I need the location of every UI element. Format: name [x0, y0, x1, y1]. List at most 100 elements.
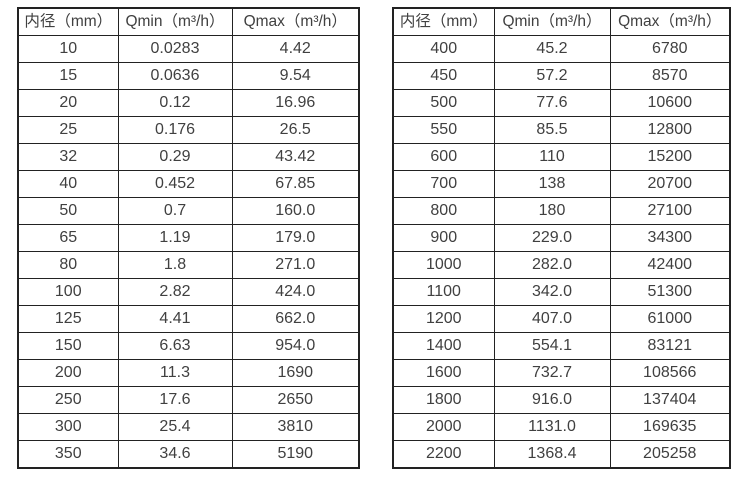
- qmax-cell: 205258: [609, 440, 731, 469]
- diameter-cell: 80: [17, 251, 119, 279]
- table-row: 125 4.41 662.0: [17, 305, 360, 333]
- table-row: 2200 1368.4 205258: [392, 440, 731, 469]
- table-row: 900 229.0 34300: [392, 224, 731, 252]
- qmax-cell: 271.0: [231, 251, 360, 279]
- diameter-cell: 20: [17, 89, 119, 117]
- table-row: 250 17.6 2650: [17, 386, 360, 414]
- table-row: 80 1.8 271.0: [17, 251, 360, 279]
- qmin-cell: 77.6: [493, 89, 611, 117]
- diameter-cell: 500: [392, 89, 495, 117]
- diameter-cell: 2200: [392, 440, 495, 469]
- qmin-cell: 180: [493, 197, 611, 225]
- flow-rate-tables-container: 内径（mm） Qmin（m³/h） Qmax（m³/h） 10 0.0283 4.42 1…: [17, 7, 731, 469]
- diameter-cell: 400: [392, 35, 495, 63]
- qmin-header: Qmin（m³/h）: [493, 7, 611, 36]
- qmin-cell: 110: [493, 143, 611, 171]
- qmax-cell: 8570: [609, 62, 731, 90]
- qmax-cell: 2650: [231, 386, 360, 414]
- diameter-cell: 1400: [392, 332, 495, 360]
- diameter-cell: 250: [17, 386, 119, 414]
- qmin-cell: 1.8: [117, 251, 233, 279]
- qmin-cell: 0.0283: [117, 35, 233, 63]
- diameter-cell: 350: [17, 440, 119, 469]
- diameter-cell: 100: [17, 278, 119, 306]
- table-row: 1000 282.0 42400: [392, 251, 731, 279]
- table-row: 65 1.19 179.0: [17, 224, 360, 252]
- qmin-header: Qmin（m³/h）: [117, 7, 233, 36]
- qmax-cell: 160.0: [231, 197, 360, 225]
- qmax-cell: 15200: [609, 143, 731, 171]
- table-row: 350 34.6 5190: [17, 440, 360, 469]
- qmax-cell: 26.5: [231, 116, 360, 144]
- diameter-cell: 50: [17, 197, 119, 225]
- diameter-cell: 40: [17, 170, 119, 198]
- qmin-cell: 0.452: [117, 170, 233, 198]
- qmax-cell: 424.0: [231, 278, 360, 306]
- qmin-cell: 57.2: [493, 62, 611, 90]
- qmax-cell: 10600: [609, 89, 731, 117]
- table-row: 800 180 27100: [392, 197, 731, 225]
- table-row: 550 85.5 12800: [392, 116, 731, 144]
- qmin-cell: 2.82: [117, 278, 233, 306]
- qmax-cell: 662.0: [231, 305, 360, 333]
- qmax-cell: 1690: [231, 359, 360, 387]
- diameter-header: 内径（mm）: [17, 7, 119, 36]
- qmax-cell: 42400: [609, 251, 731, 279]
- qmin-cell: 732.7: [493, 359, 611, 387]
- qmin-cell: 34.6: [117, 440, 233, 469]
- diameter-cell: 200: [17, 359, 119, 387]
- qmax-cell: 34300: [609, 224, 731, 252]
- diameter-cell: 1600: [392, 359, 495, 387]
- qmax-cell: 16.96: [231, 89, 360, 117]
- table-row: 600 110 15200: [392, 143, 731, 171]
- qmin-cell: 407.0: [493, 305, 611, 333]
- diameter-cell: 1200: [392, 305, 495, 333]
- table-row: 1200 407.0 61000: [392, 305, 731, 333]
- diameter-header: 内径（mm）: [392, 7, 495, 36]
- table-row: 1800 916.0 137404: [392, 386, 731, 414]
- table-row: 25 0.176 26.5: [17, 116, 360, 144]
- table-row: 200 11.3 1690: [17, 359, 360, 387]
- table-row: 400 45.2 6780: [392, 35, 731, 63]
- qmax-cell: 27100: [609, 197, 731, 225]
- qmax-cell: 61000: [609, 305, 731, 333]
- diameter-cell: 900: [392, 224, 495, 252]
- qmin-cell: 85.5: [493, 116, 611, 144]
- qmin-cell: 11.3: [117, 359, 233, 387]
- qmin-cell: 1131.0: [493, 413, 611, 441]
- qmax-cell: 9.54: [231, 62, 360, 90]
- table-row: 50 0.7 160.0: [17, 197, 360, 225]
- qmin-cell: 916.0: [493, 386, 611, 414]
- diameter-cell: 1000: [392, 251, 495, 279]
- qmax-cell: 51300: [609, 278, 731, 306]
- diameter-cell: 550: [392, 116, 495, 144]
- qmin-cell: 1.19: [117, 224, 233, 252]
- qmax-header: Qmax（m³/h）: [231, 7, 360, 36]
- table-header: 内径（mm） Qmin（m³/h） Qmax（m³/h）: [17, 7, 360, 36]
- qmax-cell: 3810: [231, 413, 360, 441]
- diameter-cell: 450: [392, 62, 495, 90]
- qmax-cell: 67.85: [231, 170, 360, 198]
- table-row: 1100 342.0 51300: [392, 278, 731, 306]
- qmin-cell: 0.0636: [117, 62, 233, 90]
- table-row: 20 0.12 16.96: [17, 89, 360, 117]
- qmin-cell: 4.41: [117, 305, 233, 333]
- qmin-cell: 0.29: [117, 143, 233, 171]
- diameter-cell: 125: [17, 305, 119, 333]
- table-header: 内径（mm） Qmin（m³/h） Qmax（m³/h）: [392, 7, 731, 36]
- table-row: 40 0.452 67.85: [17, 170, 360, 198]
- diameter-cell: 1800: [392, 386, 495, 414]
- qmax-cell: 12800: [609, 116, 731, 144]
- table-body: 400 45.2 6780 450 57.2 8570 500 77.6 10600 550 85.…: [392, 35, 731, 469]
- qmin-cell: 1368.4: [493, 440, 611, 469]
- table-row: 300 25.4 3810: [17, 413, 360, 441]
- qmax-cell: 137404: [609, 386, 731, 414]
- flow-table-large-diameters: 内径（mm） Qmin（m³/h） Qmax（m³/h） 400 45.2 6780 45…: [392, 7, 731, 469]
- qmin-cell: 0.12: [117, 89, 233, 117]
- qmin-cell: 25.4: [117, 413, 233, 441]
- header-row: 内径（mm） Qmin（m³/h） Qmax（m³/h）: [17, 7, 360, 36]
- table-row: 32 0.29 43.42: [17, 143, 360, 171]
- qmax-cell: 83121: [609, 332, 731, 360]
- table-row: 100 2.82 424.0: [17, 278, 360, 306]
- diameter-cell: 2000: [392, 413, 495, 441]
